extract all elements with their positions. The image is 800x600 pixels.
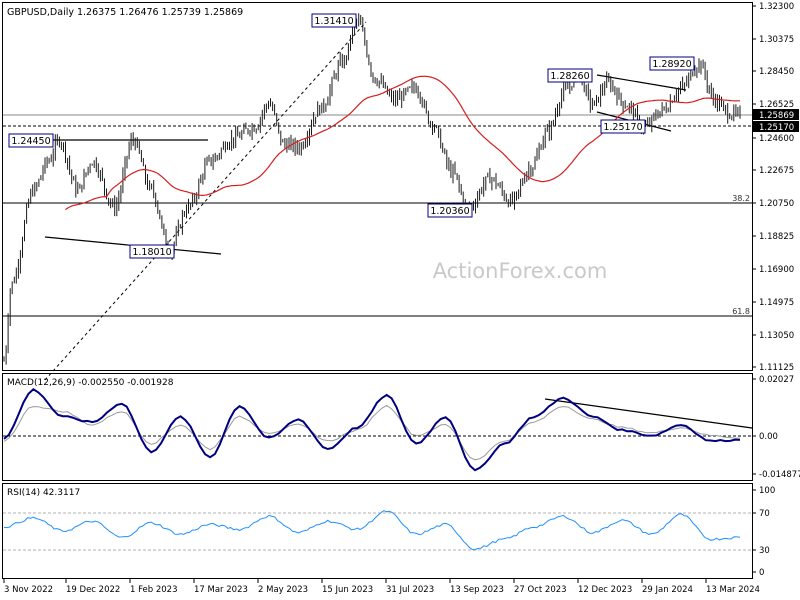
time-tick: 2 May 2023	[258, 585, 308, 595]
label-high-nov: 1.24450	[8, 133, 54, 148]
moving-average-line	[65, 75, 740, 211]
fib-61-8-label: 61.8	[732, 307, 750, 316]
macd-main-line	[3, 388, 741, 472]
price-tick: 1.22675	[759, 166, 794, 176]
label-high-nov-text: 1.24450	[11, 136, 50, 147]
time-tick: 3 Nov 2022	[4, 585, 53, 595]
rsi-title: RSI(14) 42.3117	[7, 488, 80, 498]
label-high-mar-text: 1.28920	[652, 59, 691, 70]
rsi-tick: 0	[759, 568, 764, 578]
price-candles	[3, 13, 741, 365]
time-axis: 3 Nov 2022 19 Dec 2022 1 Feb 2023 17 Mar…	[3, 579, 760, 595]
support-price-tag	[753, 121, 799, 132]
macd-signal-line	[3, 404, 741, 461]
time-tick: 27 Oct 2023	[514, 585, 567, 595]
price-tick: 1.26525	[759, 100, 794, 110]
macd-title: MACD(12,26,9) -0.002550 -0.001928	[7, 378, 174, 388]
macd-tick: 0.02027	[759, 375, 794, 385]
label-low-oct: 1.20360	[427, 203, 473, 218]
time-tick: 19 Dec 2022	[66, 585, 120, 595]
rising-trendline	[44, 21, 367, 381]
support-price-tag-text: 1.25170	[759, 123, 794, 133]
label-low-feb: 1.18010	[129, 244, 175, 259]
price-tick: 1.14975	[759, 298, 794, 308]
label-high-dec: 1.28260	[547, 68, 593, 83]
macd-axis: 0.02027 0.00 -0.014877	[753, 375, 800, 480]
time-tick: 31 Jul 2023	[386, 585, 434, 595]
symbol-title: GBPUSD,Daily 1.26375 1.26476 1.25739 1.2…	[7, 7, 243, 18]
price-tick: 1.32300	[759, 2, 794, 12]
label-high-dec-text: 1.28260	[550, 71, 589, 82]
time-tick: 12 Dec 2023	[578, 585, 632, 595]
current-price-tag-text: 1.25869	[759, 111, 794, 121]
macd-trendline	[544, 398, 753, 429]
rsi-line	[3, 510, 741, 551]
time-tick: 17 Mar 2023	[194, 585, 248, 595]
price-axis: 1.32300 1.30375 1.28450 1.26525 1.24600 …	[753, 2, 794, 373]
label-low-feb-text: 1.18010	[132, 247, 171, 258]
price-tick: 1.11125	[759, 363, 794, 373]
price-tick: 1.20750	[759, 199, 794, 209]
rsi-panel-frame	[2, 483, 753, 579]
label-low-dec: 1.25170	[600, 119, 646, 134]
macd-tick: -0.014877	[759, 470, 800, 480]
price-tick: 1.18825	[759, 232, 794, 242]
price-tick: 1.16900	[759, 265, 794, 275]
label-peak-text: 1.31410	[314, 16, 353, 27]
macd-panel-frame	[2, 373, 753, 481]
triangle-upper-line	[596, 74, 687, 91]
label-low-dec-text: 1.25170	[603, 122, 642, 133]
rsi-axis: 100 70 30 0	[753, 486, 775, 578]
time-tick: 13 Mar 2024	[706, 585, 760, 595]
watermark: ActionForex.com	[433, 259, 608, 283]
fib-38-2-label: 38.2	[732, 194, 750, 203]
price-tick: 1.30375	[759, 35, 794, 45]
time-tick: 13 Sep 2023	[450, 585, 504, 595]
rsi-tick: 100	[759, 486, 775, 496]
time-tick: 1 Feb 2023	[130, 585, 178, 595]
current-price-tag	[753, 109, 799, 120]
time-tick: 15 Jun 2023	[322, 585, 373, 595]
rsi-tick: 70	[759, 509, 770, 519]
time-tick: 29 Jan 2024	[642, 585, 693, 595]
main-panel-frame	[2, 2, 753, 371]
label-low-oct-text: 1.20360	[430, 206, 469, 217]
label-high-mar: 1.28920	[649, 56, 695, 71]
price-tick: 1.28450	[759, 67, 794, 77]
price-tick: 1.13050	[759, 331, 794, 341]
macd-tick: 0.00	[759, 432, 778, 442]
price-tick: 1.24600	[759, 134, 794, 144]
rsi-tick: 30	[759, 546, 770, 556]
label-peak: 1.31410	[311, 13, 357, 28]
